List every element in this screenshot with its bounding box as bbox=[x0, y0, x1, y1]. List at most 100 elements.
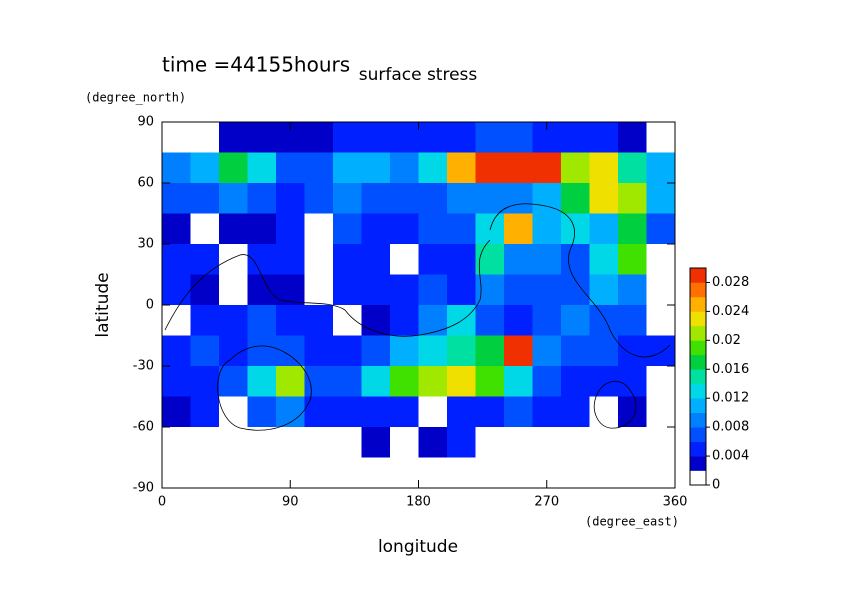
y-tick-label: 30 bbox=[137, 237, 154, 252]
field-cell bbox=[561, 213, 590, 245]
field-cell bbox=[561, 335, 590, 367]
field-cell bbox=[162, 305, 191, 336]
field-cell bbox=[561, 457, 590, 489]
field-cell bbox=[618, 122, 647, 153]
field-cell bbox=[304, 183, 334, 214]
field-cell bbox=[475, 152, 505, 184]
field-cell bbox=[646, 183, 676, 214]
field-cell bbox=[304, 427, 334, 458]
field-cell bbox=[162, 457, 191, 489]
field-cell bbox=[219, 183, 248, 214]
field-cell bbox=[162, 366, 191, 397]
field-cell bbox=[447, 213, 476, 245]
field-cell bbox=[162, 335, 191, 367]
field-cell bbox=[162, 274, 191, 306]
field-cell bbox=[276, 427, 305, 458]
field-cell bbox=[561, 274, 590, 306]
field-cell bbox=[589, 274, 619, 306]
colorbar-swatch bbox=[690, 383, 706, 399]
field-cell bbox=[304, 366, 334, 397]
colorbar-swatch bbox=[690, 268, 706, 283]
field-cell bbox=[361, 274, 391, 306]
field-cell bbox=[589, 244, 619, 275]
field-cell bbox=[390, 213, 419, 245]
field-cell bbox=[504, 213, 533, 245]
field-cell bbox=[361, 396, 391, 428]
field-cell bbox=[646, 305, 676, 336]
field-cell bbox=[475, 335, 505, 367]
field-cell bbox=[247, 183, 277, 214]
field-cell bbox=[475, 305, 505, 336]
x-tick-label: 270 bbox=[534, 495, 559, 510]
field-cell bbox=[561, 396, 590, 428]
field-cell bbox=[333, 244, 362, 275]
field-cell bbox=[361, 305, 391, 336]
field-cell bbox=[475, 366, 505, 397]
field-cell bbox=[190, 122, 220, 153]
field-cell bbox=[447, 152, 476, 184]
field-cell bbox=[646, 274, 676, 306]
field-cell bbox=[475, 183, 505, 214]
field-cell bbox=[190, 366, 220, 397]
field-cell bbox=[333, 122, 362, 153]
y-tick-label: 60 bbox=[137, 176, 154, 191]
field bbox=[162, 122, 676, 489]
field-cell bbox=[475, 244, 505, 275]
field-cell bbox=[162, 122, 191, 153]
field-cell bbox=[589, 305, 619, 336]
field-cell bbox=[304, 396, 334, 428]
field-cell bbox=[190, 427, 220, 458]
field-cell bbox=[390, 305, 419, 336]
x-tick-label: 360 bbox=[663, 495, 688, 510]
field-cell bbox=[504, 122, 533, 153]
colorbar-tick-label: 0.016 bbox=[712, 362, 749, 377]
field-cell bbox=[618, 427, 647, 458]
field-cell bbox=[504, 183, 533, 214]
field-cell bbox=[361, 183, 391, 214]
field-cell bbox=[390, 274, 419, 306]
field-cell bbox=[162, 427, 191, 458]
field-cell bbox=[561, 183, 590, 214]
field-cell bbox=[561, 366, 590, 397]
x-tick-label: 180 bbox=[406, 495, 431, 510]
field-cell bbox=[589, 457, 619, 489]
field-cell bbox=[247, 213, 277, 245]
y-tick-label: 90 bbox=[137, 115, 154, 130]
field-cell bbox=[190, 244, 220, 275]
chart-title: surface stress bbox=[359, 65, 478, 85]
colorbar-frame bbox=[689, 267, 707, 486]
field-cell bbox=[504, 305, 533, 336]
field-cell bbox=[361, 427, 391, 458]
field-cell bbox=[247, 457, 277, 489]
field-cell bbox=[190, 457, 220, 489]
field-cell bbox=[219, 122, 248, 153]
field-cell bbox=[418, 213, 448, 245]
field-cell bbox=[304, 122, 334, 153]
field-cell bbox=[447, 396, 476, 428]
field-cell bbox=[219, 335, 248, 367]
field-cell bbox=[589, 183, 619, 214]
field-cell bbox=[162, 152, 191, 184]
field-cell bbox=[219, 396, 248, 428]
field-cell bbox=[532, 366, 562, 397]
field-cell bbox=[247, 152, 277, 184]
field-cell bbox=[532, 244, 562, 275]
field-cell bbox=[304, 213, 334, 245]
field-cell bbox=[190, 152, 220, 184]
field-cell bbox=[276, 244, 305, 275]
field-cell bbox=[333, 457, 362, 489]
field-cell bbox=[447, 366, 476, 397]
field-cell bbox=[646, 244, 676, 275]
colorbar-swatch bbox=[690, 340, 706, 356]
field-cell bbox=[390, 366, 419, 397]
field-cell bbox=[276, 213, 305, 245]
field-cell bbox=[561, 427, 590, 458]
field-cell bbox=[304, 457, 334, 489]
colorbar-swatch bbox=[690, 427, 706, 442]
field-cell bbox=[475, 457, 505, 489]
field-cell bbox=[475, 122, 505, 153]
field-cell bbox=[532, 183, 562, 214]
field-cell bbox=[304, 244, 334, 275]
field-cell bbox=[333, 152, 362, 184]
colorbar-tick-label: 0.02 bbox=[712, 333, 741, 348]
